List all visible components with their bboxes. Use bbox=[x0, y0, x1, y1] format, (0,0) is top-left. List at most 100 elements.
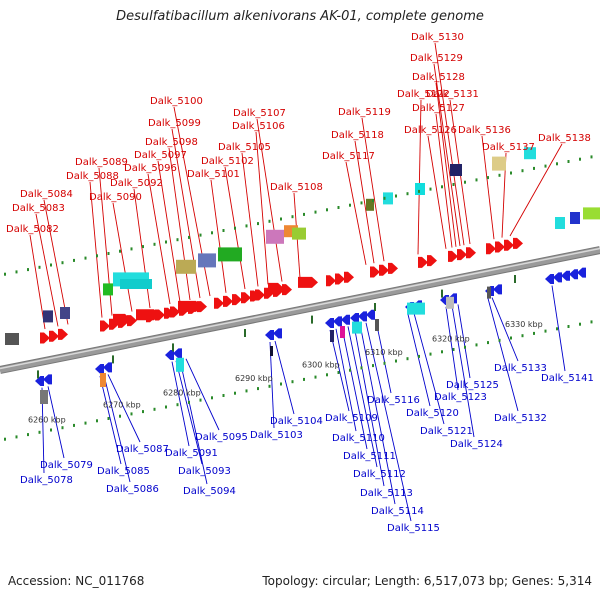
gene-label-dalk-5125[interactable]: Dalk_5125 bbox=[446, 380, 499, 391]
gene-label-dalk-5127[interactable]: Dalk_5127 bbox=[412, 103, 465, 114]
forward-gene-arrow bbox=[504, 239, 514, 251]
gene-label-dalk-5123[interactable]: Dalk_5123 bbox=[434, 392, 487, 403]
gene-label-dalk-5105[interactable]: Dalk_5105 bbox=[218, 142, 271, 153]
backbone-highlight bbox=[0, 247, 600, 370]
gene-label-dalk-5119[interactable]: Dalk_5119 bbox=[338, 107, 391, 118]
gene-feature-box bbox=[60, 307, 70, 319]
leader-line bbox=[451, 305, 475, 438]
leader-line bbox=[434, 42, 465, 246]
gene-feature-box bbox=[100, 373, 106, 387]
gene-label-dalk-5121[interactable]: Dalk_5121 bbox=[420, 426, 473, 437]
gene-label-dalk-5086[interactable]: Dalk_5086 bbox=[106, 484, 159, 495]
reverse-dot bbox=[303, 377, 305, 381]
reverse-dot bbox=[73, 423, 75, 427]
gene-label-dalk-5087[interactable]: Dalk_5087 bbox=[116, 444, 169, 455]
reverse-dot bbox=[337, 371, 340, 374]
gene-label-dalk-5124[interactable]: Dalk_5124 bbox=[450, 439, 503, 450]
reverse-dot bbox=[234, 391, 236, 395]
gene-label-dalk-5117[interactable]: Dalk_5117 bbox=[322, 151, 375, 162]
gene-label-dalk-5115[interactable]: Dalk_5115 bbox=[387, 523, 440, 534]
gene-label-dalk-5093[interactable]: Dalk_5093 bbox=[178, 466, 231, 477]
forward-dot bbox=[107, 252, 110, 255]
gene-label-dalk-5106[interactable]: Dalk_5106 bbox=[232, 121, 285, 132]
gene-label-dalk-5089[interactable]: Dalk_5089 bbox=[75, 157, 128, 168]
forward-gene-arrow bbox=[40, 332, 50, 344]
topology-text: Topology: circular bbox=[262, 574, 367, 588]
forward-dot bbox=[475, 178, 478, 182]
reverse-dot bbox=[268, 384, 271, 388]
gene-label-dalk-5103[interactable]: Dalk_5103 bbox=[250, 430, 303, 441]
gene-label-dalk-5088[interactable]: Dalk_5088 bbox=[66, 171, 119, 182]
forward-dot bbox=[556, 162, 558, 166]
gene-label-dalk-5118[interactable]: Dalk_5118 bbox=[331, 130, 384, 141]
gene-feature-box bbox=[120, 279, 152, 289]
leader-line bbox=[112, 202, 133, 312]
gene-label-dalk-5092[interactable]: Dalk_5092 bbox=[110, 178, 163, 189]
gene-label-dalk-5097[interactable]: Dalk_5097 bbox=[134, 150, 187, 161]
gene-label-dalk-5126[interactable]: Dalk_5126 bbox=[404, 125, 457, 136]
gene-label-dalk-5083[interactable]: Dalk_5083 bbox=[12, 203, 65, 214]
gene-label-dalk-5122[interactable]: Dalk_5122 bbox=[397, 89, 450, 100]
gene-label-dalk-5096[interactable]: Dalk_5096 bbox=[124, 163, 177, 174]
gene-label-dalk-5128[interactable]: Dalk_5128 bbox=[412, 72, 465, 83]
gene-label-dalk-5084[interactable]: Dalk_5084 bbox=[20, 189, 73, 200]
gene-feature-box bbox=[330, 330, 334, 342]
gene-label-dalk-5120[interactable]: Dalk_5120 bbox=[406, 408, 459, 419]
gene-label-dalk-5101[interactable]: Dalk_5101 bbox=[187, 169, 240, 180]
gene-label-dalk-5098[interactable]: Dalk_5098 bbox=[145, 137, 198, 148]
gene-label-dalk-5111[interactable]: Dalk_5111 bbox=[343, 451, 396, 462]
gene-label-dalk-5104[interactable]: Dalk_5104 bbox=[270, 416, 323, 427]
reverse-gene-arrow bbox=[569, 269, 578, 280]
gene-label-dalk-5094[interactable]: Dalk_5094 bbox=[183, 486, 236, 497]
gene-feature-box bbox=[218, 247, 242, 262]
gene-label-dalk-5079[interactable]: Dalk_5079 bbox=[40, 460, 93, 471]
gene-label-dalk-5133[interactable]: Dalk_5133 bbox=[494, 363, 547, 374]
gene-label-dalk-5112[interactable]: Dalk_5112 bbox=[353, 469, 406, 480]
gene-label-dalk-5131[interactable]: Dalk_5131 bbox=[426, 89, 479, 100]
gene-label-dalk-5085[interactable]: Dalk_5085 bbox=[97, 466, 150, 477]
gene-feature-box bbox=[524, 147, 536, 160]
reverse-dot bbox=[165, 405, 167, 409]
gene-label-dalk-5108[interactable]: Dalk_5108 bbox=[270, 182, 323, 193]
gene-label-dalk-5109[interactable]: Dalk_5109 bbox=[325, 413, 378, 424]
gene-feature-box bbox=[270, 346, 273, 356]
gene-label-dalk-5137[interactable]: Dalk_5137 bbox=[482, 142, 535, 153]
forward-gene-arrow bbox=[178, 300, 202, 312]
reverse-dot bbox=[372, 364, 374, 368]
gene-label-dalk-5138[interactable]: Dalk_5138 bbox=[538, 133, 591, 144]
forward-dot bbox=[142, 245, 144, 249]
gene-label-dalk-5129[interactable]: Dalk_5129 bbox=[410, 53, 463, 64]
gene-label-dalk-5078[interactable]: Dalk_5078 bbox=[20, 475, 73, 486]
forward-dot bbox=[199, 233, 202, 237]
gene-label-dalk-5099[interactable]: Dalk_5099 bbox=[148, 118, 201, 129]
gene-label-dalk-5130[interactable]: Dalk_5130 bbox=[411, 32, 464, 43]
gene-label-dalk-5114[interactable]: Dalk_5114 bbox=[371, 506, 424, 517]
gene-label-dalk-5136[interactable]: Dalk_5136 bbox=[458, 125, 511, 136]
gene-label-dalk-5107[interactable]: Dalk_5107 bbox=[233, 108, 286, 119]
gene-label-dalk-5082[interactable]: Dalk_5082 bbox=[6, 224, 59, 235]
forward-dot bbox=[533, 166, 535, 170]
forward-dot bbox=[280, 217, 282, 221]
forward-gene-arrow bbox=[197, 301, 207, 313]
gene-label-dalk-5091[interactable]: Dalk_5091 bbox=[165, 448, 218, 459]
gene-feature-box bbox=[40, 390, 48, 404]
gene-label-dalk-5095[interactable]: Dalk_5095 bbox=[195, 432, 248, 443]
forward-gene-arrow bbox=[232, 294, 242, 306]
forward-gene-arrow bbox=[100, 320, 110, 332]
leader-line bbox=[255, 131, 269, 285]
forward-dot bbox=[222, 229, 225, 232]
forward-dot bbox=[395, 194, 397, 198]
gene-label-dalk-5116[interactable]: Dalk_5116 bbox=[367, 395, 420, 406]
gene-label-dalk-5102[interactable]: Dalk_5102 bbox=[201, 156, 254, 167]
gene-label-dalk-5090[interactable]: Dalk_5090 bbox=[89, 192, 142, 203]
forward-gene-arrow bbox=[127, 315, 137, 327]
gene-label-dalk-5100[interactable]: Dalk_5100 bbox=[150, 96, 203, 107]
forward-gene-arrow bbox=[223, 295, 233, 307]
gene-label-dalk-5141[interactable]: Dalk_5141 bbox=[541, 373, 594, 384]
gene-label-dalk-5113[interactable]: Dalk_5113 bbox=[360, 488, 413, 499]
forward-dot bbox=[372, 199, 374, 203]
gene-label-dalk-5132[interactable]: Dalk_5132 bbox=[494, 413, 547, 424]
leader-line bbox=[171, 361, 190, 447]
gene-label-dalk-5110[interactable]: Dalk_5110 bbox=[332, 433, 385, 444]
forward-dot bbox=[429, 187, 432, 191]
